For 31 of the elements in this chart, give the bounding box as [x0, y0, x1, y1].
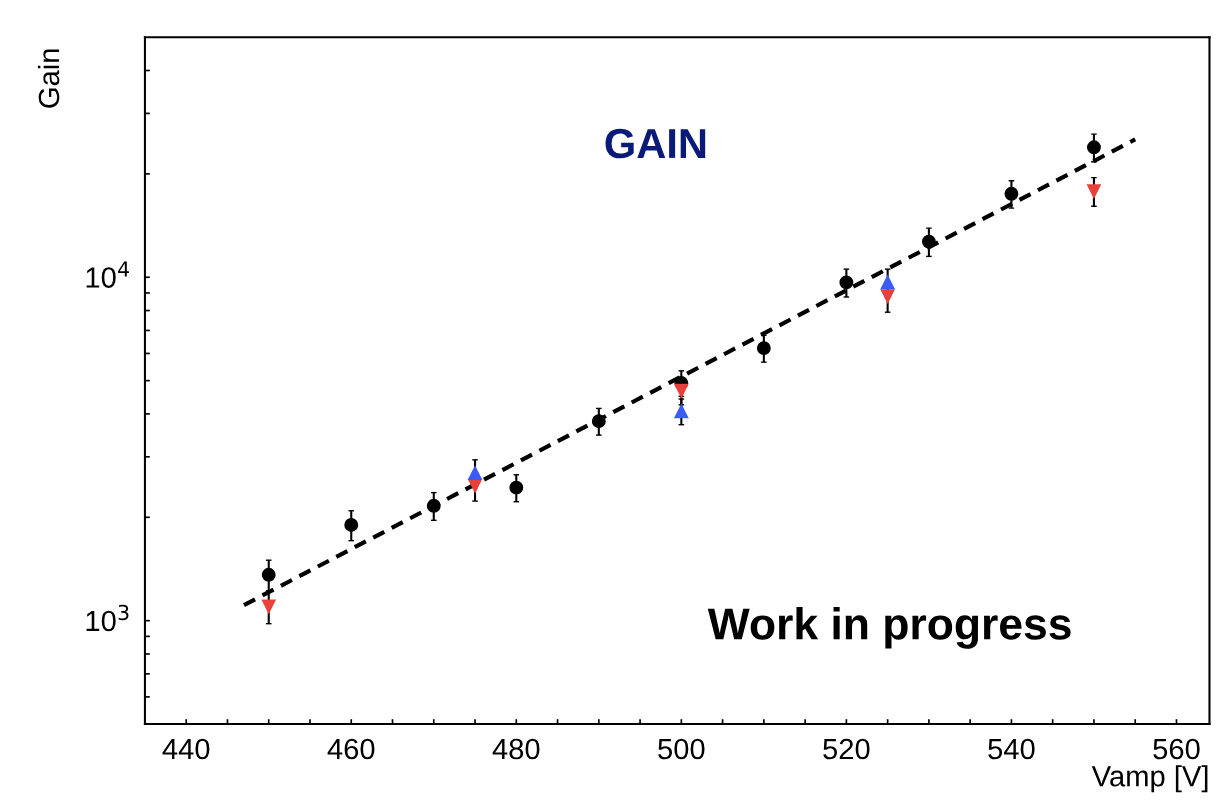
- x-tick-label: 480: [492, 738, 540, 760]
- y-axis-title: Gain: [37, 49, 60, 108]
- point: [426, 498, 441, 513]
- point: [880, 289, 895, 304]
- y-tick-label: 10$^{4}$: [86, 261, 129, 288]
- point: [674, 383, 689, 398]
- y-tick-label: 10$^{3}$: [86, 604, 129, 632]
- x-tick-label: 460: [327, 738, 375, 760]
- point: [756, 341, 771, 356]
- annotation: Work in progress: [707, 607, 1071, 649]
- annotation: GAIN: [605, 128, 706, 159]
- point: [1086, 184, 1101, 199]
- point: [261, 599, 276, 614]
- point: [1086, 140, 1101, 155]
- point: [880, 275, 895, 290]
- point: [261, 567, 276, 582]
- x-tick-label: 520: [823, 738, 870, 760]
- point: [468, 478, 482, 493]
- point: [839, 275, 854, 290]
- x-tick-label: 540: [988, 738, 1035, 760]
- x-axis-title: Vamp [V]: [1091, 765, 1208, 793]
- x-tick-label: 440: [162, 738, 210, 760]
- point: [674, 404, 689, 419]
- x-tick-label: 500: [658, 738, 705, 760]
- point: [344, 518, 359, 532]
- point: [468, 466, 482, 481]
- point: [921, 234, 936, 249]
- point: [1004, 186, 1019, 201]
- x-tick-label: 560: [1153, 738, 1200, 760]
- point: [509, 480, 524, 495]
- point: [591, 414, 606, 429]
